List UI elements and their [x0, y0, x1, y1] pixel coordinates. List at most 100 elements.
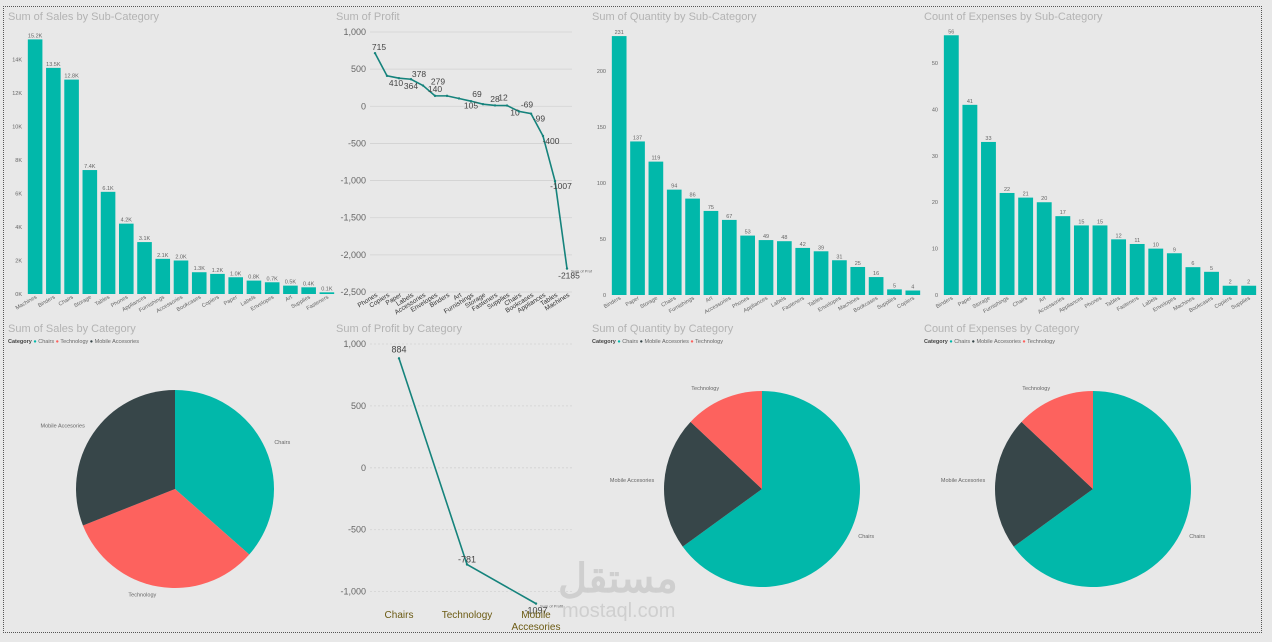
y-tick-label: 0K	[15, 292, 22, 298]
legend-title: Category	[592, 339, 617, 345]
bar	[777, 241, 792, 295]
series-end-label: Sum of Profit	[540, 604, 564, 609]
y-tick-label: 12K	[12, 91, 22, 97]
bar	[721, 219, 737, 295]
slice-label: Mobile Accesories	[610, 478, 655, 484]
data-label: 33	[985, 136, 991, 142]
data-label: 378	[412, 69, 426, 79]
y-tick-label: -1,000	[340, 587, 366, 597]
legend-marker: ●	[90, 339, 95, 345]
bar	[1148, 248, 1164, 295]
x-tick-label: Paper	[625, 295, 641, 308]
chart-title: Sum of Profit by Category	[336, 323, 462, 335]
data-label: 10	[510, 108, 520, 118]
data-label: 2	[1229, 280, 1232, 286]
profit-by-subcategory-chart[interactable]: Sum of Profit -2,500 -2,000 -1,500 -1,000 -50…	[336, 8, 595, 320]
pie-slice	[664, 421, 762, 547]
bar	[228, 277, 243, 294]
x-tick-label: Supplies	[876, 295, 897, 311]
bar	[319, 292, 335, 294]
y-tick-label: 0	[361, 463, 366, 473]
bar	[46, 67, 61, 294]
bar	[1018, 197, 1034, 295]
data-label: 31	[836, 254, 842, 260]
bar	[666, 189, 682, 295]
quantity-by-subcategory-chart[interactable]: Sum of Quantity by Sub-Category 0 50 100 150…	[592, 8, 922, 320]
legend: Category ● Chairs ● Technology ● Mobile …	[8, 339, 139, 345]
legend-marker: ●	[1022, 339, 1027, 345]
slice-label: Mobile Accesories	[941, 478, 986, 484]
data-label: 12.8K	[64, 74, 79, 80]
legend-entry: Technology	[1027, 339, 1055, 345]
data-point	[457, 97, 461, 100]
legend-marker: ●	[56, 339, 61, 345]
slice-label: Chairs	[858, 534, 874, 540]
data-point	[397, 77, 401, 80]
legend-marker: ●	[972, 339, 977, 345]
y-tick-label: 20	[932, 200, 938, 206]
data-point	[553, 179, 557, 183]
pie-slice	[1021, 391, 1093, 489]
slice-label: Technology	[691, 386, 719, 392]
bar	[173, 260, 189, 294]
chart-title: Sum of Profit	[336, 11, 400, 23]
x-tick-label: Art	[705, 295, 714, 304]
bar	[740, 235, 755, 295]
bar	[246, 280, 262, 294]
legend: Category ● Chairs ● Mobile Accesories ● …	[924, 339, 1055, 345]
data-label: 49	[763, 234, 769, 240]
x-tick-label: Supplies	[1230, 295, 1251, 311]
mostaql-watermark: مستقل mostaql.com	[558, 556, 718, 628]
data-label: 2.0K	[175, 255, 187, 261]
bar	[981, 141, 996, 295]
data-label: 41	[967, 99, 973, 105]
slice-label: Chairs	[1189, 534, 1205, 540]
sales-by-category-chart[interactable]: Sum of Sales by Category Category ● Chair…	[8, 320, 336, 634]
legend-entry: Chairs	[38, 339, 55, 345]
data-label: -99	[533, 114, 546, 124]
data-point	[529, 112, 533, 115]
watermark-arabic: مستقل	[558, 557, 678, 601]
y-tick-label: -500	[348, 138, 366, 148]
x-tick-label: Chairs	[58, 294, 75, 307]
bar	[1055, 216, 1071, 295]
data-label: 42	[800, 242, 806, 248]
y-tick-label: 10	[932, 247, 938, 253]
bar	[850, 266, 866, 295]
data-label: -400	[542, 136, 559, 146]
y-tick-label: 30	[932, 154, 938, 160]
data-label: 137	[633, 135, 642, 141]
x-tick-label: Mobile Accesories	[512, 610, 561, 633]
y-tick-label: 2K	[15, 259, 22, 265]
expenses-by-category-chart[interactable]: Count of Expenses by Category Category ● …	[924, 320, 1258, 634]
bar	[155, 258, 171, 294]
y-tick-label: 50	[932, 61, 938, 67]
y-tick-label: 500	[351, 64, 366, 74]
pie-slice	[995, 421, 1093, 547]
data-label: 2	[1247, 280, 1250, 286]
pie-slice	[175, 390, 275, 555]
quantity-by-category-chart[interactable]: Sum of Quantity by Category Category ● Ch…	[592, 320, 922, 634]
bar	[685, 198, 700, 295]
bar	[648, 161, 664, 295]
sales-by-subcategory-chart[interactable]: Sum of Sales by Sub-Category 0K 2K 4K 6K 8K 10…	[8, 8, 336, 320]
bar	[887, 289, 902, 295]
data-point	[493, 104, 497, 107]
data-label: 56	[948, 29, 954, 35]
data-label: 410	[389, 78, 403, 88]
x-tick-label: Art	[1038, 295, 1047, 304]
data-label: 715	[372, 42, 386, 52]
data-label: -1007	[550, 181, 572, 191]
legend-title: Category	[924, 339, 949, 345]
bar	[813, 251, 829, 295]
bar	[630, 141, 645, 295]
data-point	[397, 357, 401, 360]
bar	[1073, 225, 1089, 295]
x-tick-label: Tables	[94, 294, 111, 307]
expenses-by-subcategory-chart[interactable]: Count of Expenses by Sub-Category 0 10 20 30…	[924, 8, 1258, 320]
profit-by-category-chart[interactable]: Sum of Profit by Category -1,000 -500 0 500 1…	[336, 320, 592, 634]
legend-marker: ●	[33, 339, 38, 345]
data-label: 5	[1210, 266, 1213, 272]
bar	[703, 210, 719, 295]
data-label: 1.3K	[194, 266, 206, 272]
